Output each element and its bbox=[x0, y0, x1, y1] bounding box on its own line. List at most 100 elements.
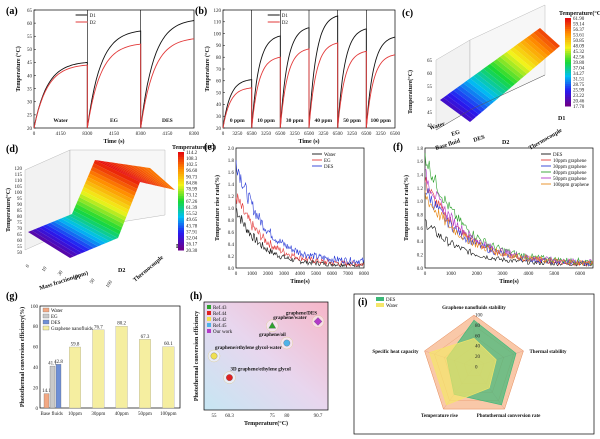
colorbar-label: 48.09 bbox=[573, 44, 585, 49]
z-tick-label: 110 bbox=[15, 179, 23, 184]
x-tick-label: 0 bbox=[235, 272, 238, 277]
colorbar-segment bbox=[178, 240, 184, 244]
surface-patch bbox=[145, 167, 175, 190]
y-tick-label: 2.0 bbox=[228, 147, 235, 152]
colorbar-title: Temperature(°C) bbox=[172, 144, 216, 151]
segment-label: 10 ppm bbox=[257, 118, 275, 124]
x-tick-label: 0 bbox=[424, 272, 427, 277]
x-axis-label: Time(s) bbox=[499, 278, 519, 285]
colorbar-segment bbox=[178, 181, 184, 185]
x-tick-label: 0 bbox=[26, 264, 32, 269]
colorbar-label: 90.73 bbox=[186, 175, 198, 180]
x-tick-label: EG bbox=[451, 129, 461, 137]
x-tick-label: 6000 bbox=[575, 272, 586, 277]
colorbar-segment bbox=[565, 92, 571, 96]
colorbar-label: 61.39 bbox=[186, 206, 198, 211]
colorbar-segment bbox=[178, 164, 184, 168]
surface-patch bbox=[95, 160, 143, 183]
colorbar-segment bbox=[178, 210, 184, 214]
legend-label: Ref.43 bbox=[213, 306, 227, 311]
y-tick-label: 40 bbox=[27, 74, 33, 79]
surface-patch bbox=[486, 64, 515, 87]
panel-frame bbox=[353, 293, 595, 435]
surface-patch bbox=[82, 187, 129, 214]
x-axis-label: Temperature(°C) bbox=[244, 420, 288, 427]
surface-patch bbox=[83, 183, 131, 210]
series-line bbox=[235, 160, 365, 265]
bar-nanofluid bbox=[162, 346, 175, 409]
y-tick-label: D2 bbox=[502, 140, 509, 146]
radar-axis-label: Specific heat capacity bbox=[372, 350, 419, 355]
colorbar-segment bbox=[178, 220, 184, 224]
series-line bbox=[424, 190, 594, 266]
colorbar-segment bbox=[178, 196, 184, 200]
marker-circle bbox=[226, 374, 233, 381]
legend-swatch bbox=[42, 319, 50, 325]
colorbar-segment bbox=[565, 18, 571, 21]
x-tick-label: 90.7 bbox=[314, 414, 323, 419]
x-tick-label: 6500 bbox=[247, 132, 258, 137]
segment-label: EG bbox=[110, 118, 119, 124]
surface-patch bbox=[496, 56, 524, 79]
bar-value-label: 59.8 bbox=[71, 343, 80, 348]
colorbar-segment bbox=[178, 191, 184, 195]
segment-label: Water bbox=[53, 118, 68, 124]
legend-label: 40ppm graphene bbox=[553, 171, 587, 176]
x-tick-label: 40 bbox=[74, 274, 81, 281]
y-tick-label: 25 bbox=[27, 114, 33, 119]
colorbar-segment bbox=[565, 55, 571, 59]
x-tick-label: 2000 bbox=[263, 272, 274, 277]
y-tick-label: 1.8 bbox=[228, 159, 235, 164]
x-tick-label: 4150 bbox=[56, 132, 67, 137]
surface-patch bbox=[77, 197, 125, 224]
surface-patch bbox=[122, 164, 161, 187]
colorbar-segment bbox=[178, 242, 184, 246]
x-tick-label: 75 bbox=[270, 414, 276, 419]
colorbar-segment bbox=[178, 227, 184, 231]
surface-patch bbox=[117, 163, 158, 186]
colorbar-segment bbox=[178, 237, 184, 241]
radar-tick-label: 100 bbox=[475, 314, 483, 319]
x-tick-label: 50 bbox=[90, 278, 97, 285]
series-line bbox=[424, 219, 594, 267]
radar-series-water bbox=[429, 338, 497, 406]
x-axis-label: Base fluid bbox=[435, 138, 462, 152]
y-tick-label: 50 bbox=[27, 48, 33, 53]
surface-patch bbox=[72, 210, 120, 238]
marker-triangle bbox=[268, 321, 277, 329]
y-tick-label: 40 bbox=[33, 366, 39, 371]
x-tick-label: 7000 bbox=[343, 272, 354, 277]
legend-swatch bbox=[207, 305, 211, 309]
legend-swatch bbox=[42, 307, 50, 313]
panel-label: (d) bbox=[6, 144, 18, 155]
legend-label: D1 bbox=[90, 14, 97, 19]
surface-patch bbox=[453, 88, 485, 112]
surface-patch bbox=[516, 42, 542, 64]
z-tick-label: 65 bbox=[17, 233, 23, 238]
colorbar-segment bbox=[565, 57, 571, 61]
segment-label: 100 ppm bbox=[371, 118, 392, 124]
legend-swatch bbox=[207, 311, 211, 315]
surface-patch bbox=[456, 85, 488, 110]
point-label: graphene/ethylene glycol-water bbox=[215, 346, 283, 351]
y-tick-label: 0.0 bbox=[228, 267, 235, 272]
surface-patch bbox=[440, 97, 473, 122]
bar-value-label: 60.1 bbox=[164, 342, 173, 347]
colorbar-segment bbox=[565, 20, 571, 23]
bar-value-label: 80.2 bbox=[117, 322, 126, 327]
y-tick-label: 20 bbox=[33, 386, 39, 391]
x-tick-label: 100 bbox=[106, 280, 115, 289]
series-line-d2 bbox=[222, 42, 396, 129]
plot-frame bbox=[39, 305, 181, 409]
colorbar-segment bbox=[565, 33, 571, 37]
x-tick-label: Base fluids bbox=[40, 412, 62, 417]
surface-patch bbox=[73, 207, 121, 235]
y-tick-label: 0.8 bbox=[417, 213, 424, 218]
colorbar-segment bbox=[565, 103, 571, 107]
surface-patch bbox=[530, 32, 554, 54]
colorbar-segment bbox=[178, 161, 184, 165]
colorbar-segment bbox=[565, 46, 571, 50]
surface-patch bbox=[35, 227, 82, 255]
colorbar-segment bbox=[178, 245, 184, 249]
surface-patch bbox=[108, 162, 152, 185]
